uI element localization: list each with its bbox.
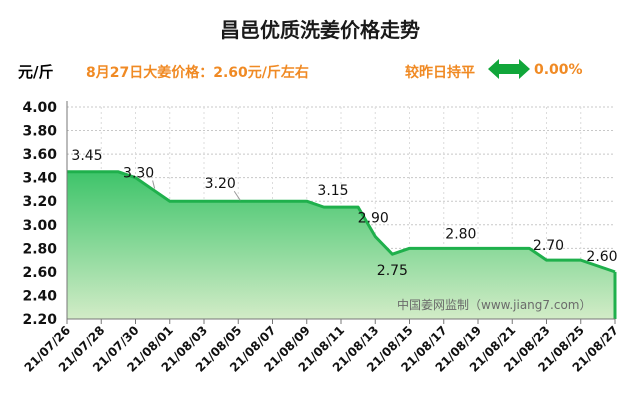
y-tick-label: 2.80	[22, 241, 57, 257]
price-line	[67, 170, 616, 274]
data-label: 2.75	[377, 263, 408, 279]
data-label: 3.15	[317, 183, 348, 199]
data-label: 3.30	[123, 165, 154, 181]
y-tick-label: 3.40	[22, 171, 57, 187]
price-note: 8月27日大姜价格：2.60元/斤左右	[86, 65, 309, 81]
leader-line	[233, 190, 241, 201]
y-tick-label: 2.60	[22, 265, 57, 281]
y-tick-label: 3.20	[22, 194, 57, 210]
data-label: 2.70	[533, 238, 564, 254]
y-tick-label: 3.60	[22, 147, 57, 163]
double-arrow-icon	[488, 59, 530, 79]
chart-title: 昌邑优质洗姜价格走势	[220, 18, 420, 42]
y-tick-label: 3.80	[22, 124, 57, 140]
watermark: 中国姜网监制（www.jiang7.com）	[397, 298, 592, 312]
data-label: 3.20	[205, 176, 236, 192]
y-tick-label: 4.00	[22, 100, 57, 116]
leader-line	[152, 180, 156, 189]
data-label: 2.80	[445, 226, 476, 242]
unit-label: 元/斤	[18, 63, 54, 81]
data-label: 3.45	[71, 148, 102, 164]
data-label: 2.60	[586, 249, 617, 265]
change-label: 较昨日持平	[405, 65, 475, 81]
price-area	[67, 171, 615, 319]
y-tick-label: 2.40	[22, 288, 57, 304]
data-label: 2.90	[358, 211, 389, 227]
y-tick-label: 2.20	[22, 312, 57, 328]
y-tick-label: 3.00	[22, 218, 57, 234]
change-value: 0.00%	[534, 62, 583, 78]
